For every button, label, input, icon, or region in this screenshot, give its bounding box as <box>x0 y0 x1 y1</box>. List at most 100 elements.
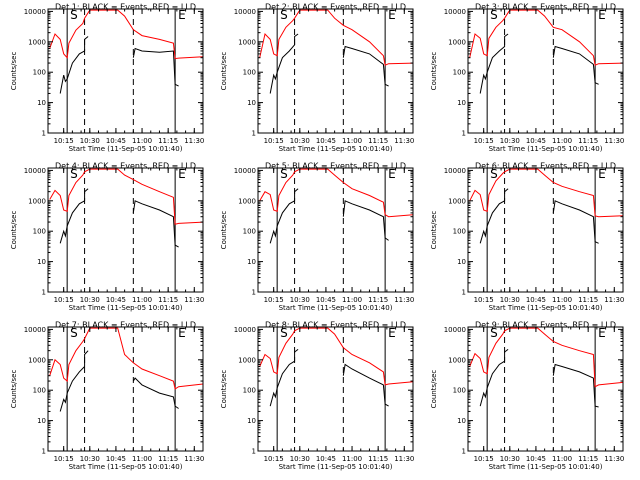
x-tick-label: 10:45 <box>106 296 126 304</box>
y-tick-label: 100 <box>243 387 256 395</box>
marker-label: S <box>490 167 498 181</box>
x-axis-label: Start Time (11-Sep-05 10:01:40) <box>489 304 603 312</box>
y-tick-label: 100 <box>33 228 46 236</box>
marker-label: E <box>598 326 606 340</box>
panel-title: Det 4: BLACK = Events, RED = LLD <box>55 162 196 171</box>
x-tick-label: 10:45 <box>316 455 336 463</box>
x-tick-label: 11:30 <box>184 455 204 463</box>
y-axis-label: Counts/sec <box>10 370 18 409</box>
series-events-line-seg1 <box>132 377 179 409</box>
y-tick-label: 10 <box>457 417 466 425</box>
x-tick-label: 11:30 <box>184 137 204 145</box>
y-tick-label: 10000 <box>234 167 256 175</box>
x-tick-label: 11:15 <box>158 455 178 463</box>
x-tick-label: 10:30 <box>290 296 310 304</box>
x-axis-label: Start Time (11-Sep-05 10:01:40) <box>69 304 183 312</box>
x-tick-label: 11:00 <box>342 455 362 463</box>
y-tick-label: 10000 <box>444 8 466 16</box>
plot-frame <box>257 167 414 293</box>
x-tick-label: 10:30 <box>80 455 100 463</box>
x-tick-label: 10:45 <box>526 296 546 304</box>
y-axis-label: Counts/sec <box>10 52 18 91</box>
x-axis-label: Start Time (11-Sep-05 10:01:40) <box>489 145 603 153</box>
y-tick-label: 10000 <box>24 8 46 16</box>
x-axis-label: Start Time (11-Sep-05 10:01:40) <box>279 145 393 153</box>
y-tick-label: 1000 <box>448 197 466 205</box>
series-events-line-seg0 <box>59 350 89 412</box>
x-tick-label: 10:45 <box>316 137 336 145</box>
y-tick-label: 10 <box>37 417 46 425</box>
x-tick-label: 11:00 <box>132 296 152 304</box>
y-tick-label: 10000 <box>24 326 46 334</box>
y-tick-label: 100 <box>243 228 256 236</box>
x-tick-label: 11:15 <box>578 137 598 145</box>
plot-frame <box>47 326 204 452</box>
x-axis-label: Start Time (11-Sep-05 10:01:40) <box>279 463 393 471</box>
y-tick-label: 1000 <box>28 38 46 46</box>
x-tick-label: 11:00 <box>342 296 362 304</box>
x-axis-label: Start Time (11-Sep-05 10:01:40) <box>279 304 393 312</box>
y-tick-label: 1000 <box>238 38 256 46</box>
y-tick-label: 1 <box>42 448 46 456</box>
panel-title: Det 6: BLACK = Events, RED = LLD <box>475 162 616 171</box>
x-tick-label: 10:30 <box>290 455 310 463</box>
y-axis-label: Counts/sec <box>430 52 438 91</box>
plot-frame <box>467 167 624 293</box>
series-events-line-seg0 <box>59 36 89 94</box>
x-tick-label: 10:15 <box>54 296 74 304</box>
x-tick-label: 11:30 <box>394 137 414 145</box>
series-events-line-seg0 <box>269 348 299 407</box>
x-tick-label: 10:15 <box>474 455 494 463</box>
y-tick-label: 10 <box>247 258 256 266</box>
series-events-line-seg1 <box>342 45 389 87</box>
y-tick-label: 1 <box>252 130 256 138</box>
y-tick-label: 10 <box>247 99 256 107</box>
series-events-line-seg1 <box>552 363 599 408</box>
x-tick-label: 11:30 <box>184 296 204 304</box>
y-tick-label: 1000 <box>238 356 256 364</box>
x-axis-label: Start Time (11-Sep-05 10:01:40) <box>69 463 183 471</box>
y-axis-label: Counts/sec <box>220 211 228 250</box>
y-axis-label: Counts/sec <box>430 370 438 409</box>
series-events-line-seg0 <box>59 188 89 244</box>
plot-frame <box>467 326 624 452</box>
y-tick-label: 10 <box>37 99 46 107</box>
marker-label: E <box>178 8 186 22</box>
y-tick-label: 1000 <box>28 197 46 205</box>
marker-label: E <box>388 8 396 22</box>
plot-frame <box>47 8 204 134</box>
x-tick-label: 11:15 <box>578 455 598 463</box>
x-tick-label: 10:15 <box>264 296 284 304</box>
plot-frame <box>467 8 624 134</box>
y-tick-label: 1 <box>462 130 466 138</box>
series-events-line-seg1 <box>552 45 599 85</box>
x-tick-label: 10:30 <box>80 137 100 145</box>
x-tick-label: 10:30 <box>290 137 310 145</box>
x-tick-label: 10:30 <box>500 296 520 304</box>
x-tick-label: 11:30 <box>604 137 624 145</box>
plot-frame <box>257 8 414 134</box>
marker-label: E <box>178 167 186 181</box>
y-tick-label: 10 <box>457 258 466 266</box>
x-tick-label: 11:30 <box>604 296 624 304</box>
y-tick-label: 1000 <box>238 197 256 205</box>
x-tick-label: 11:00 <box>132 137 152 145</box>
y-axis-label: Counts/sec <box>220 52 228 91</box>
x-tick-label: 10:15 <box>264 137 284 145</box>
panel-title: Det 5: BLACK = Events, RED = LLD <box>265 162 406 171</box>
x-tick-label: 11:00 <box>342 137 362 145</box>
panel-title: Det 3: BLACK = Events, RED = LLD <box>475 3 616 12</box>
y-tick-label: 100 <box>453 387 466 395</box>
series-events-line-seg0 <box>269 188 299 244</box>
y-tick-label: 1 <box>252 289 256 297</box>
marker-label: E <box>388 167 396 181</box>
x-axis-label: Start Time (11-Sep-05 10:01:40) <box>489 463 603 471</box>
y-tick-label: 10000 <box>444 167 466 175</box>
x-tick-label: 10:45 <box>526 137 546 145</box>
x-tick-label: 10:15 <box>474 137 494 145</box>
